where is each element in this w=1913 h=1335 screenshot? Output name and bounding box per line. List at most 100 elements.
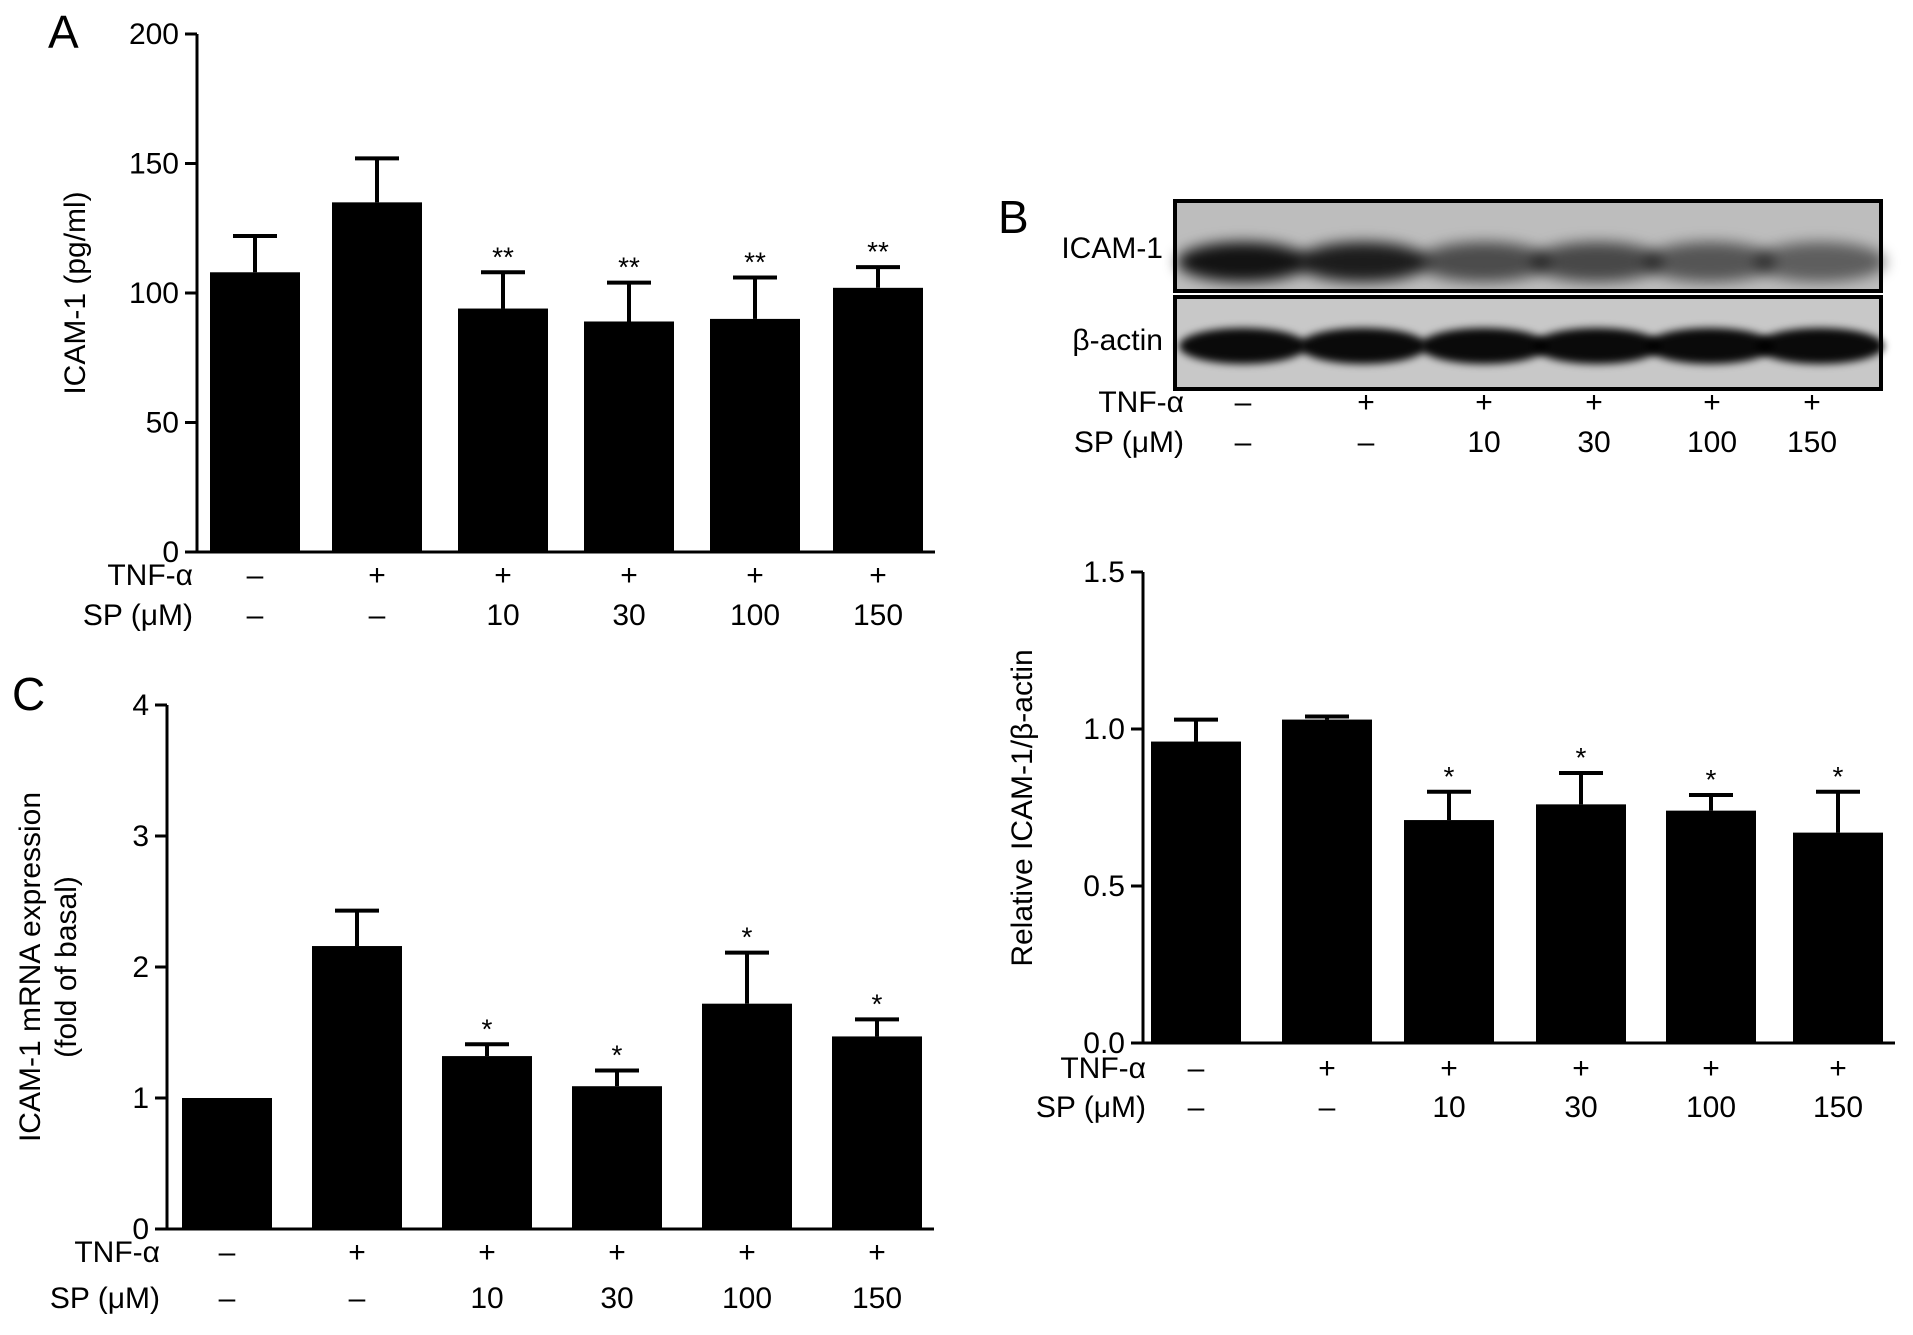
tnf-value: + — [869, 559, 887, 592]
actin-band — [1533, 328, 1661, 364]
condition-rows-blot: TNF-α SP (μM) – – + – +10 +30 +100 +150 — [1074, 386, 1837, 459]
panel-letter-c: C — [12, 668, 45, 720]
bar-b — [1151, 741, 1241, 1043]
y-tick-label-c: 4 — [132, 689, 149, 722]
sp-value: 30 — [1564, 1091, 1597, 1124]
bar-c — [832, 1036, 922, 1229]
actin-band — [1179, 328, 1307, 364]
sp-value: – — [247, 599, 264, 632]
panel-letter-b: B — [998, 191, 1029, 243]
sp-value: 100 — [1686, 1091, 1736, 1124]
y-axis-label-c: ICAM-1 mRNA expression — [14, 792, 47, 1142]
tnf-value: + — [608, 1236, 626, 1269]
significance-mark-b: * — [1706, 764, 1717, 795]
sp-value: 10 — [1467, 426, 1500, 459]
sp-value: – — [219, 1282, 236, 1315]
significance-mark-c: * — [872, 988, 883, 1019]
significance-mark-a: ** — [618, 252, 640, 283]
y-tick-label-b: 1.0 — [1083, 713, 1125, 746]
sp-value: – — [369, 599, 386, 632]
sp-value: 150 — [1787, 426, 1837, 459]
bar-c — [312, 946, 402, 1229]
tnf-value: + — [1829, 1052, 1847, 1085]
tnf-value: + — [1585, 386, 1603, 419]
tnf-value: + — [1803, 386, 1821, 419]
tnf-value: + — [494, 559, 512, 592]
sp-value: 100 — [1687, 426, 1737, 459]
chart-panel-c: 0 1 2 3 4 ICAM-1 mRNA expression (fold of basa… — [14, 689, 934, 1246]
tnf-value: + — [478, 1236, 496, 1269]
tnf-value: + — [1357, 386, 1375, 419]
icam1-band — [1531, 242, 1663, 282]
sp-value: 10 — [1432, 1091, 1465, 1124]
sp-value: 30 — [1577, 426, 1610, 459]
blot-label-icam1: ICAM-1 — [1061, 232, 1163, 265]
significance-mark-a: ** — [744, 246, 766, 277]
tnf-value: – — [247, 559, 264, 592]
bar-b — [1404, 820, 1494, 1043]
significance-mark-b: * — [1833, 761, 1844, 792]
icam1-bands — [1177, 242, 1886, 282]
sp-value: 150 — [853, 599, 903, 632]
bar-a — [458, 308, 548, 552]
significance-mark-b: * — [1576, 742, 1587, 773]
sp-value: – — [1358, 426, 1375, 459]
sp-value: 150 — [1813, 1091, 1863, 1124]
icam1-band — [1177, 242, 1309, 282]
sp-value: 150 — [852, 1282, 902, 1315]
blot-label-actin: β-actin — [1072, 324, 1163, 357]
sp-value: 30 — [612, 599, 645, 632]
actin-band — [1646, 328, 1774, 364]
y-axis-label-a: ICAM-1 (pg/ml) — [59, 191, 92, 394]
sp-row-label: SP (μM) — [1036, 1091, 1146, 1124]
actin-band — [1756, 328, 1884, 364]
y-tick-label-a: 200 — [129, 18, 179, 51]
tnf-value: + — [746, 559, 764, 592]
y-tick-label-c: 3 — [132, 820, 149, 853]
bar-c — [702, 1003, 792, 1229]
tnf-value: – — [1235, 386, 1252, 419]
actin-band — [1420, 328, 1548, 364]
y-tick-label-a: 0 — [162, 536, 179, 569]
significance-mark-a: ** — [492, 241, 514, 272]
sp-value: – — [1188, 1091, 1205, 1124]
sp-row-label: SP (μM) — [1074, 426, 1184, 459]
tnf-value: – — [1188, 1052, 1205, 1085]
sp-row-label: SP (μM) — [83, 599, 193, 632]
sp-row-label: SP (μM) — [50, 1282, 160, 1315]
bar-a — [710, 318, 800, 552]
tnf-value: + — [368, 559, 386, 592]
tnf-value: + — [1702, 1052, 1720, 1085]
panel-letter-a: A — [48, 6, 79, 58]
icam1-band — [1418, 242, 1550, 282]
bar-c — [572, 1086, 662, 1229]
condition-rows-b: TNF-α SP (μM) – – + – +10 +30 +100 +150 — [1036, 1052, 1863, 1124]
significance-mark-c: * — [482, 1013, 493, 1044]
icam1-band — [1754, 242, 1886, 282]
sp-value: 100 — [730, 599, 780, 632]
tnf-value: + — [1440, 1052, 1458, 1085]
chart-panel-b: 0.0 0.5 1.0 1.5 Relative ICAM-1/β-actin * * * * — [1006, 556, 1895, 1060]
actin-bands — [1179, 328, 1884, 364]
y-tick-label-b: 1.5 — [1083, 556, 1125, 589]
sp-value: – — [1319, 1091, 1336, 1124]
sp-value: – — [349, 1282, 366, 1315]
y-tick-label-c: 1 — [132, 1082, 149, 1115]
bar-a — [833, 287, 923, 552]
tnf-row-label: TNF-α — [1060, 1052, 1146, 1085]
tnf-value: + — [1318, 1052, 1336, 1085]
tnf-value: + — [1572, 1052, 1590, 1085]
condition-rows-a: TNF-α SP (μM) – – + – +10 +30 +100 +150 — [83, 559, 903, 632]
icam1-band — [1644, 242, 1776, 282]
significance-mark-a: ** — [867, 236, 889, 267]
y-tick-label-a: 150 — [129, 148, 179, 181]
tnf-value: + — [738, 1236, 756, 1269]
bar-c — [442, 1056, 532, 1229]
bar-b — [1793, 832, 1883, 1043]
chart-panel-a: 0 50 100 150 200 ICAM-1 (pg/ml) ** ** ** ** — [59, 18, 935, 569]
tnf-value: + — [868, 1236, 886, 1269]
bar-c — [182, 1098, 272, 1229]
tnf-value: + — [620, 559, 638, 592]
icam1-band — [1297, 242, 1429, 282]
